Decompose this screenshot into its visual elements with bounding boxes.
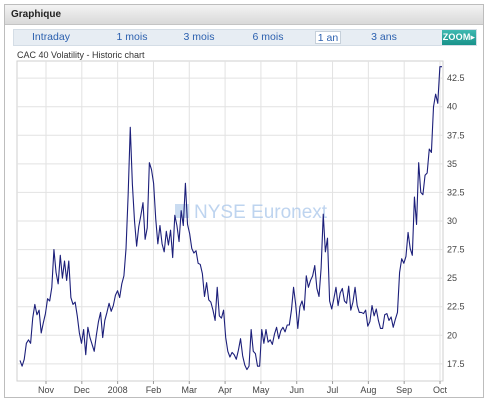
x-tick-label: Oct (433, 385, 448, 395)
x-tick-label: 2008 (108, 385, 128, 395)
panel-header: Graphique (5, 5, 483, 25)
tab-1-an[interactable]: 1 an (315, 31, 341, 44)
watermark-text: NYSE Euronext (194, 202, 328, 223)
nyse-euronext-watermark: NYSE Euronext (175, 202, 328, 223)
x-tick-label: Sep (396, 385, 412, 395)
x-tick-label: Apr (218, 385, 232, 395)
y-tick-label: 37.5 (447, 130, 465, 140)
y-tick-label: 35 (447, 159, 457, 169)
x-tick-label: Feb (146, 385, 162, 395)
x-tick-label: Dec (74, 385, 91, 395)
series-line-0 (19, 66, 442, 371)
x-tick-label: May (252, 385, 270, 395)
watermark-logo-icon-inner (181, 210, 189, 218)
y-tick-label: 22.5 (447, 302, 465, 312)
y-tick-label: 42.5 (447, 73, 465, 83)
y-tick-label: 17.5 (447, 359, 465, 369)
x-tick-label: Jun (289, 385, 304, 395)
y-tick-label: 20 (447, 330, 457, 340)
tab-6-mois[interactable]: 6 mois (252, 31, 284, 43)
y-tick-label: 32.5 (447, 187, 465, 197)
x-tick-label: Aug (360, 385, 376, 395)
period-tabs: Intraday 1 mois 3 mois 6 mois 1 an 3 ans… (13, 29, 477, 46)
y-tick-label: 25 (447, 273, 457, 283)
zoom-label: ZOOM (442, 32, 471, 42)
tab-1-mois[interactable]: 1 mois (116, 31, 148, 43)
chart-panel: Graphique Intraday 1 mois 3 mois 6 mois … (4, 4, 484, 398)
tab-3-mois[interactable]: 3 mois (183, 31, 215, 43)
x-tick-label: Mar (182, 385, 198, 395)
panel-title: Graphique (11, 9, 62, 20)
y-tick-label: 40 (447, 102, 457, 112)
tab-intraday[interactable]: Intraday (32, 31, 70, 43)
x-tick-label: Nov (38, 385, 55, 395)
zoom-button[interactable]: ZOOM▸ (442, 30, 476, 45)
line-chart: 17.5 20 22.5 25 27.5 30 32.5 35 37.5 40 42.5 Nov Dec… (16, 60, 465, 395)
x-tick-label: Jul (327, 385, 339, 395)
chart-title: CAC 40 Volatility - Historic chart (17, 50, 145, 60)
y-tick-label: 30 (447, 216, 457, 226)
tab-3-ans[interactable]: 3 ans (371, 31, 397, 43)
y-tick-label: 27.5 (447, 245, 465, 255)
